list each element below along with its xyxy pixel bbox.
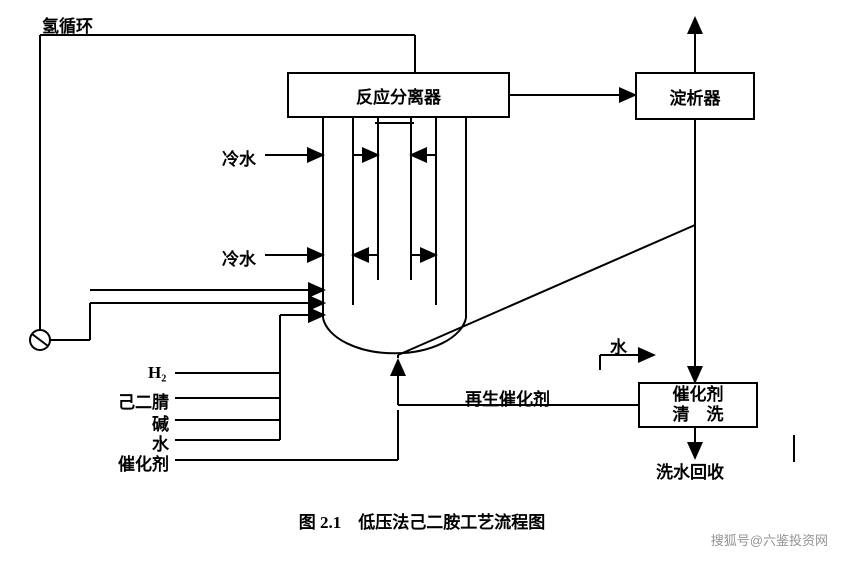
h2-label: H₂ [148,363,166,383]
cold-water-lower-label: 冷水 [222,245,256,270]
cold-water-upper-label: 冷水 [222,145,256,170]
reactor-separator-box: 反应分离器 [287,72,510,118]
wash-water-recovery-label: 洗水回收 [656,458,724,483]
watermark: 搜狐号@六鉴投资网 [711,530,828,549]
catalyst-inlet-label: 催化剂 [118,450,169,475]
decanter-label: 淀析器 [670,84,721,109]
decanter-box: 淀析器 [635,72,755,120]
regen-catalyst-label: 再生催化剂 [465,385,550,410]
catalyst-wash-box: 催化剂 清 洗 [638,382,758,428]
process-flow-diagram: 反应分离器 淀析器 催化剂 清 洗 氢循环 冷水 冷水 H₂ 己二腈 碱 水 催… [0,0,844,565]
catalyst-wash-line1: 催化剂 [673,385,724,405]
recycle-label: 氢循环 [42,12,93,37]
catalyst-wash-line2: 清 洗 [673,405,724,425]
water-to-wash-label: 水 [610,333,627,358]
reactor-separator-label: 反应分离器 [356,83,441,108]
